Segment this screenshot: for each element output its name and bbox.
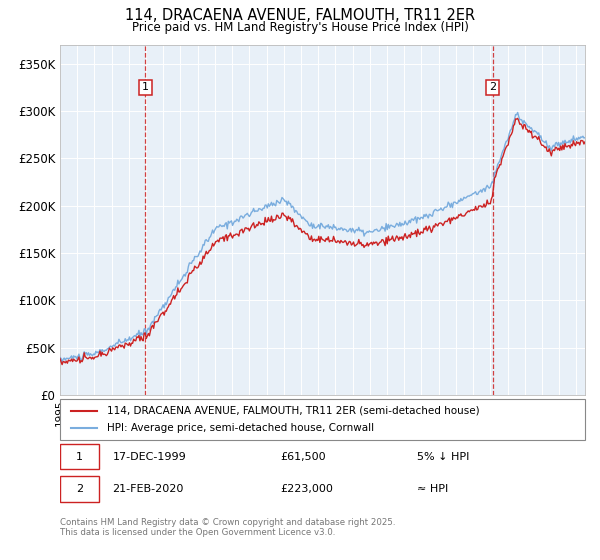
Text: 2: 2 — [489, 82, 496, 92]
Text: 21-FEB-2020: 21-FEB-2020 — [113, 484, 184, 494]
Text: 114, DRACAENA AVENUE, FALMOUTH, TR11 2ER: 114, DRACAENA AVENUE, FALMOUTH, TR11 2ER — [125, 8, 475, 24]
Text: ≈ HPI: ≈ HPI — [417, 484, 448, 494]
Text: 5% ↓ HPI: 5% ↓ HPI — [417, 451, 469, 461]
Text: 2: 2 — [76, 484, 83, 494]
Text: £61,500: £61,500 — [281, 451, 326, 461]
Text: 114, DRACAENA AVENUE, FALMOUTH, TR11 2ER (semi-detached house): 114, DRACAENA AVENUE, FALMOUTH, TR11 2ER… — [107, 405, 480, 416]
FancyBboxPatch shape — [60, 476, 100, 502]
Text: £223,000: £223,000 — [281, 484, 334, 494]
Text: 1: 1 — [142, 82, 149, 92]
Text: 1: 1 — [76, 451, 83, 461]
Text: 17-DEC-1999: 17-DEC-1999 — [113, 451, 186, 461]
Text: HPI: Average price, semi-detached house, Cornwall: HPI: Average price, semi-detached house,… — [107, 423, 374, 433]
FancyBboxPatch shape — [60, 399, 585, 440]
FancyBboxPatch shape — [60, 444, 100, 469]
Text: Contains HM Land Registry data © Crown copyright and database right 2025.
This d: Contains HM Land Registry data © Crown c… — [60, 518, 395, 538]
Text: Price paid vs. HM Land Registry's House Price Index (HPI): Price paid vs. HM Land Registry's House … — [131, 21, 469, 34]
